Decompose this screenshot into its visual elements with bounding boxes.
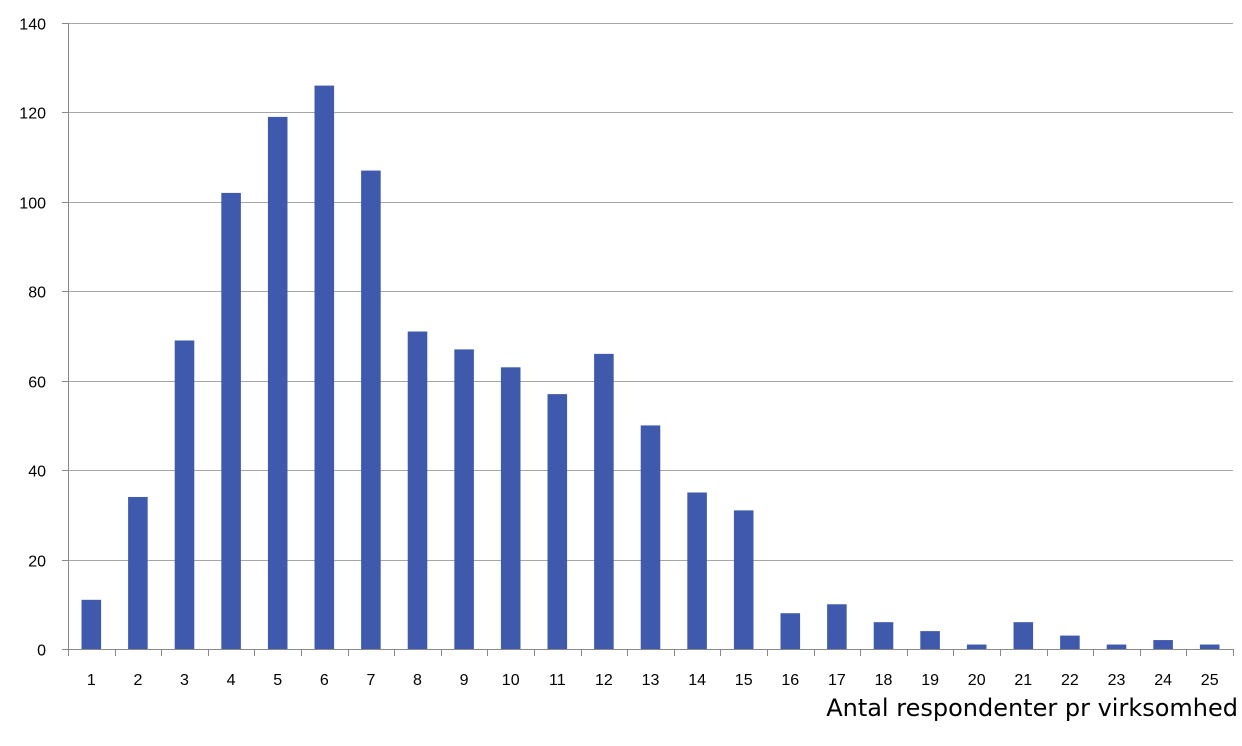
x-tick-label: 16 — [781, 672, 799, 689]
bar — [780, 613, 801, 649]
x-tick-label: 23 — [1108, 672, 1126, 689]
x-tick-label: 21 — [1014, 672, 1032, 689]
y-tick-label: 40 — [28, 464, 46, 481]
bar — [640, 425, 661, 649]
x-tick-label: 20 — [968, 672, 986, 689]
x-tick-label: 4 — [227, 672, 236, 689]
x-tick-labels: 1 2 3 4 5 6 7 8 9 10 11 12 13 14 15 16 17 18 19 20 21 22 23 24 2… — [87, 672, 1219, 689]
bar — [500, 367, 521, 649]
x-tick-label: 25 — [1201, 672, 1219, 689]
y-tick-label: 0 — [37, 643, 46, 660]
bar — [454, 349, 474, 649]
x-tick-label: 2 — [133, 672, 142, 689]
bar — [594, 353, 614, 649]
x-tick-label: 22 — [1061, 672, 1079, 689]
x-tick-label: 12 — [595, 672, 613, 689]
x-tick-label: 9 — [460, 672, 469, 689]
y-tick-label: 120 — [19, 106, 46, 123]
bar — [407, 331, 428, 649]
y-tick-label: 60 — [28, 375, 46, 392]
bar — [966, 644, 987, 649]
bar — [128, 496, 148, 649]
x-tick-label: 7 — [366, 672, 375, 689]
bar — [873, 622, 894, 649]
y-tick-label: 80 — [28, 285, 46, 302]
bar — [267, 116, 288, 649]
bar — [361, 170, 381, 650]
x-tick-label: 15 — [735, 672, 753, 689]
x-tick-label: 5 — [273, 672, 282, 689]
x-tick-label: 1 — [87, 672, 96, 689]
axes — [62, 23, 1234, 656]
bar — [687, 492, 707, 649]
bar — [81, 599, 102, 649]
bar — [1199, 644, 1220, 649]
y-tick-label: 20 — [28, 554, 46, 571]
y-tick-label: 140 — [19, 17, 46, 34]
x-tick-label: 24 — [1154, 672, 1172, 689]
bars — [81, 85, 1220, 650]
bar — [1060, 635, 1080, 649]
bar — [174, 340, 195, 649]
x-tick-label: 14 — [688, 672, 706, 689]
x-tick-label: 3 — [180, 672, 189, 689]
x-tick-label: 6 — [320, 672, 329, 689]
bar — [221, 192, 241, 649]
bar — [547, 394, 568, 649]
x-tick-label: 11 — [549, 672, 566, 689]
bar — [920, 631, 940, 649]
x-tick-label: 17 — [828, 672, 846, 689]
bar — [1106, 644, 1127, 649]
y-tick-label: 100 — [19, 196, 46, 213]
y-tick-labels: 0 20 40 60 80 100 120 140 — [19, 17, 46, 660]
x-tick-label: 10 — [502, 672, 520, 689]
x-tick-label: 18 — [875, 672, 893, 689]
x-tick-label: 8 — [413, 672, 422, 689]
x-axis-title: Antal respondenter pr virksomhed — [826, 694, 1238, 722]
bar — [1013, 622, 1034, 649]
x-tick-label: 19 — [921, 672, 939, 689]
gridlines — [68, 23, 1233, 561]
bar — [1153, 640, 1173, 649]
bar — [314, 85, 335, 650]
bar — [733, 510, 754, 649]
bar — [827, 604, 847, 649]
x-tick-label: 13 — [642, 672, 660, 689]
